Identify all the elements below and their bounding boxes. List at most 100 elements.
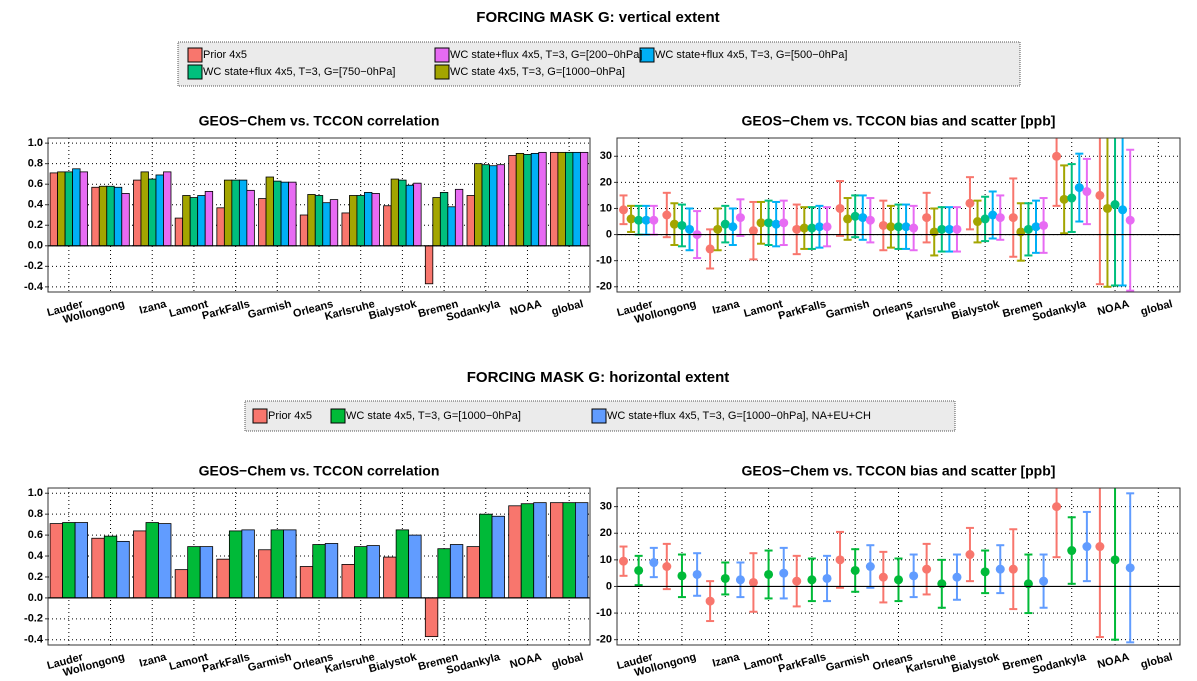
y-tick-label: 10	[600, 202, 612, 214]
point	[922, 564, 932, 574]
point	[1074, 183, 1084, 193]
bar	[349, 195, 358, 247]
bar	[258, 198, 267, 247]
y-tick-label: -0.4	[24, 281, 44, 293]
bar	[562, 502, 576, 599]
bar	[329, 199, 339, 247]
bar	[199, 546, 214, 599]
y-tick-label: 30	[600, 501, 612, 513]
bar	[241, 529, 255, 599]
error-bar	[1125, 492, 1135, 644]
bar	[140, 171, 149, 247]
bar	[280, 181, 289, 247]
error-bar	[748, 552, 758, 613]
bar	[163, 171, 172, 247]
point	[1052, 151, 1062, 161]
bar	[523, 154, 532, 247]
bar	[479, 513, 493, 599]
point	[909, 223, 919, 233]
error-bar	[677, 553, 687, 599]
bar	[91, 186, 100, 247]
error-bar	[692, 552, 702, 597]
error-bar	[865, 544, 875, 589]
error-bar	[835, 530, 845, 589]
point	[835, 555, 845, 565]
chart-title: GEOS−Chem vs. TCCON correlation	[199, 113, 440, 129]
point	[1059, 194, 1069, 204]
x-tick-label: Izana	[138, 651, 169, 670]
error-bar	[756, 200, 766, 245]
point	[850, 211, 860, 221]
point	[1082, 542, 1092, 552]
error-bar	[901, 203, 911, 250]
error-bar	[909, 553, 919, 599]
point	[1067, 193, 1077, 203]
error-bar	[748, 200, 758, 261]
error-bar	[858, 194, 868, 241]
bar	[549, 151, 559, 247]
error-bar	[1082, 157, 1092, 226]
error-bar	[1074, 152, 1084, 223]
bar	[299, 566, 314, 599]
bar	[133, 530, 147, 599]
plot-border	[616, 137, 1181, 293]
bar	[474, 163, 483, 247]
bar	[197, 195, 206, 247]
error-bar	[1118, 138, 1128, 287]
bar	[231, 179, 240, 247]
error-bar	[779, 546, 789, 600]
bar	[390, 178, 400, 247]
legend-label: WC state 4x5, T=3, G=[1000−0hPa]	[450, 66, 625, 78]
x-tick-label: Garmish	[824, 651, 870, 674]
bar	[580, 151, 589, 247]
bar	[395, 529, 410, 599]
error-bar	[1110, 488, 1120, 641]
point	[965, 550, 975, 560]
y-tick-label: 1.0	[28, 137, 43, 149]
legend-swatch	[187, 64, 203, 80]
point	[1052, 502, 1062, 512]
bar	[364, 192, 373, 247]
error-bar	[779, 199, 789, 247]
bar	[481, 164, 490, 247]
x-tick-label: global	[550, 298, 584, 318]
point	[713, 224, 723, 234]
y-tick-label: 0.8	[28, 508, 43, 520]
bar	[424, 597, 439, 638]
error-bar	[735, 561, 745, 599]
legend-label: WC state 4x5, T=3, G=[1000−0hPa]	[346, 410, 521, 422]
point	[1039, 576, 1049, 586]
bar	[57, 171, 66, 247]
point	[649, 215, 659, 225]
bar	[98, 185, 108, 247]
error-bar	[822, 206, 832, 248]
y-tick-label: -0.2	[24, 260, 43, 272]
bar	[228, 530, 243, 599]
bar	[49, 523, 63, 599]
point	[807, 223, 817, 233]
chart-title: GEOS−Chem vs. TCCON bias and scatter [pp…	[742, 463, 1056, 479]
bar	[113, 186, 123, 247]
error-bar	[662, 191, 672, 239]
point	[649, 558, 659, 568]
x-tick-label: Bialystok	[368, 298, 419, 322]
error-bar	[814, 204, 824, 249]
bar	[62, 522, 76, 599]
legend-swatch	[252, 408, 268, 424]
legend-swatch	[639, 47, 655, 63]
bar	[454, 188, 464, 247]
x-tick-label: NOAA	[509, 651, 543, 671]
error-bar	[677, 203, 687, 248]
error-bar	[944, 206, 954, 253]
bar	[533, 502, 547, 599]
error-bar	[1095, 138, 1105, 286]
point	[1031, 222, 1041, 232]
error-bar	[973, 199, 983, 244]
bar	[432, 197, 441, 247]
error-bar	[720, 561, 730, 596]
point	[944, 224, 954, 234]
bar	[265, 176, 274, 247]
point	[1082, 187, 1092, 197]
bar	[72, 168, 81, 247]
y-tick-label: -20	[596, 281, 612, 293]
